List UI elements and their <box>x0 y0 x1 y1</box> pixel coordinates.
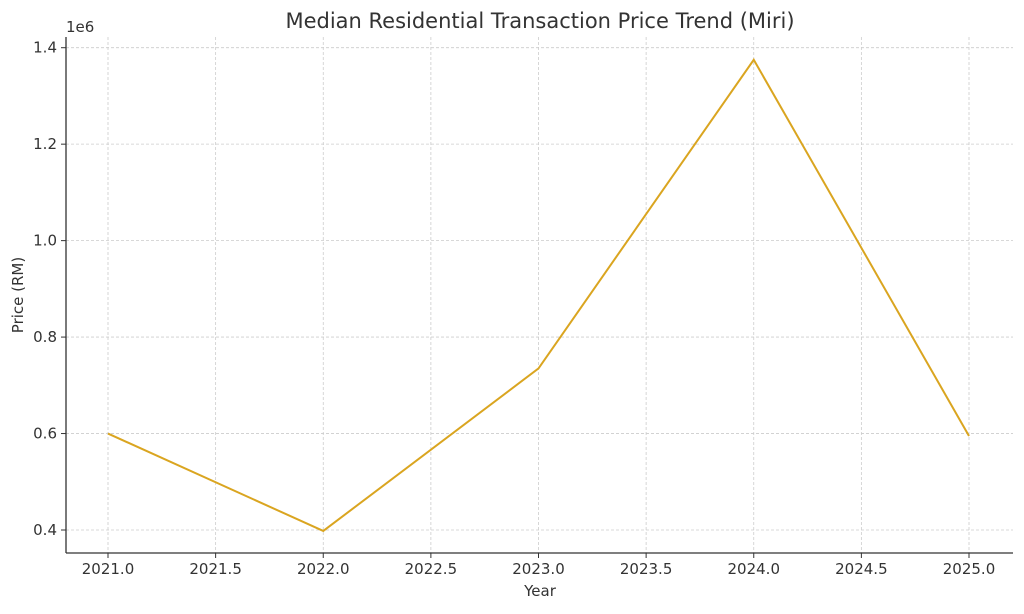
price-series-line <box>108 60 969 531</box>
x-tick-label: 2025.0 <box>943 560 996 578</box>
y-offset-label: 1e6 <box>66 18 94 36</box>
x-tick-label: 2022.5 <box>405 560 458 578</box>
y-tick-label: 1.0 <box>33 232 57 250</box>
y-tick-label: 1.2 <box>33 135 57 153</box>
x-tick-label: 2021.0 <box>82 560 135 578</box>
x-tick-label: 2022.0 <box>297 560 350 578</box>
y-axis-label: Price (RM) <box>9 257 27 333</box>
x-tick-label: 2024.0 <box>728 560 781 578</box>
y-tick-label: 0.4 <box>33 521 57 539</box>
chart-title: Median Residential Transaction Price Tre… <box>285 9 794 33</box>
x-tick-label: 2024.5 <box>835 560 888 578</box>
y-tick-label: 0.6 <box>33 425 57 443</box>
x-tick-label: 2023.5 <box>620 560 673 578</box>
x-axis-label: Year <box>523 582 557 600</box>
y-tick-label: 0.8 <box>33 328 57 346</box>
x-tick-label: 2021.5 <box>189 560 242 578</box>
y-tick-label: 1.4 <box>33 39 57 57</box>
x-tick-label: 2023.0 <box>512 560 565 578</box>
